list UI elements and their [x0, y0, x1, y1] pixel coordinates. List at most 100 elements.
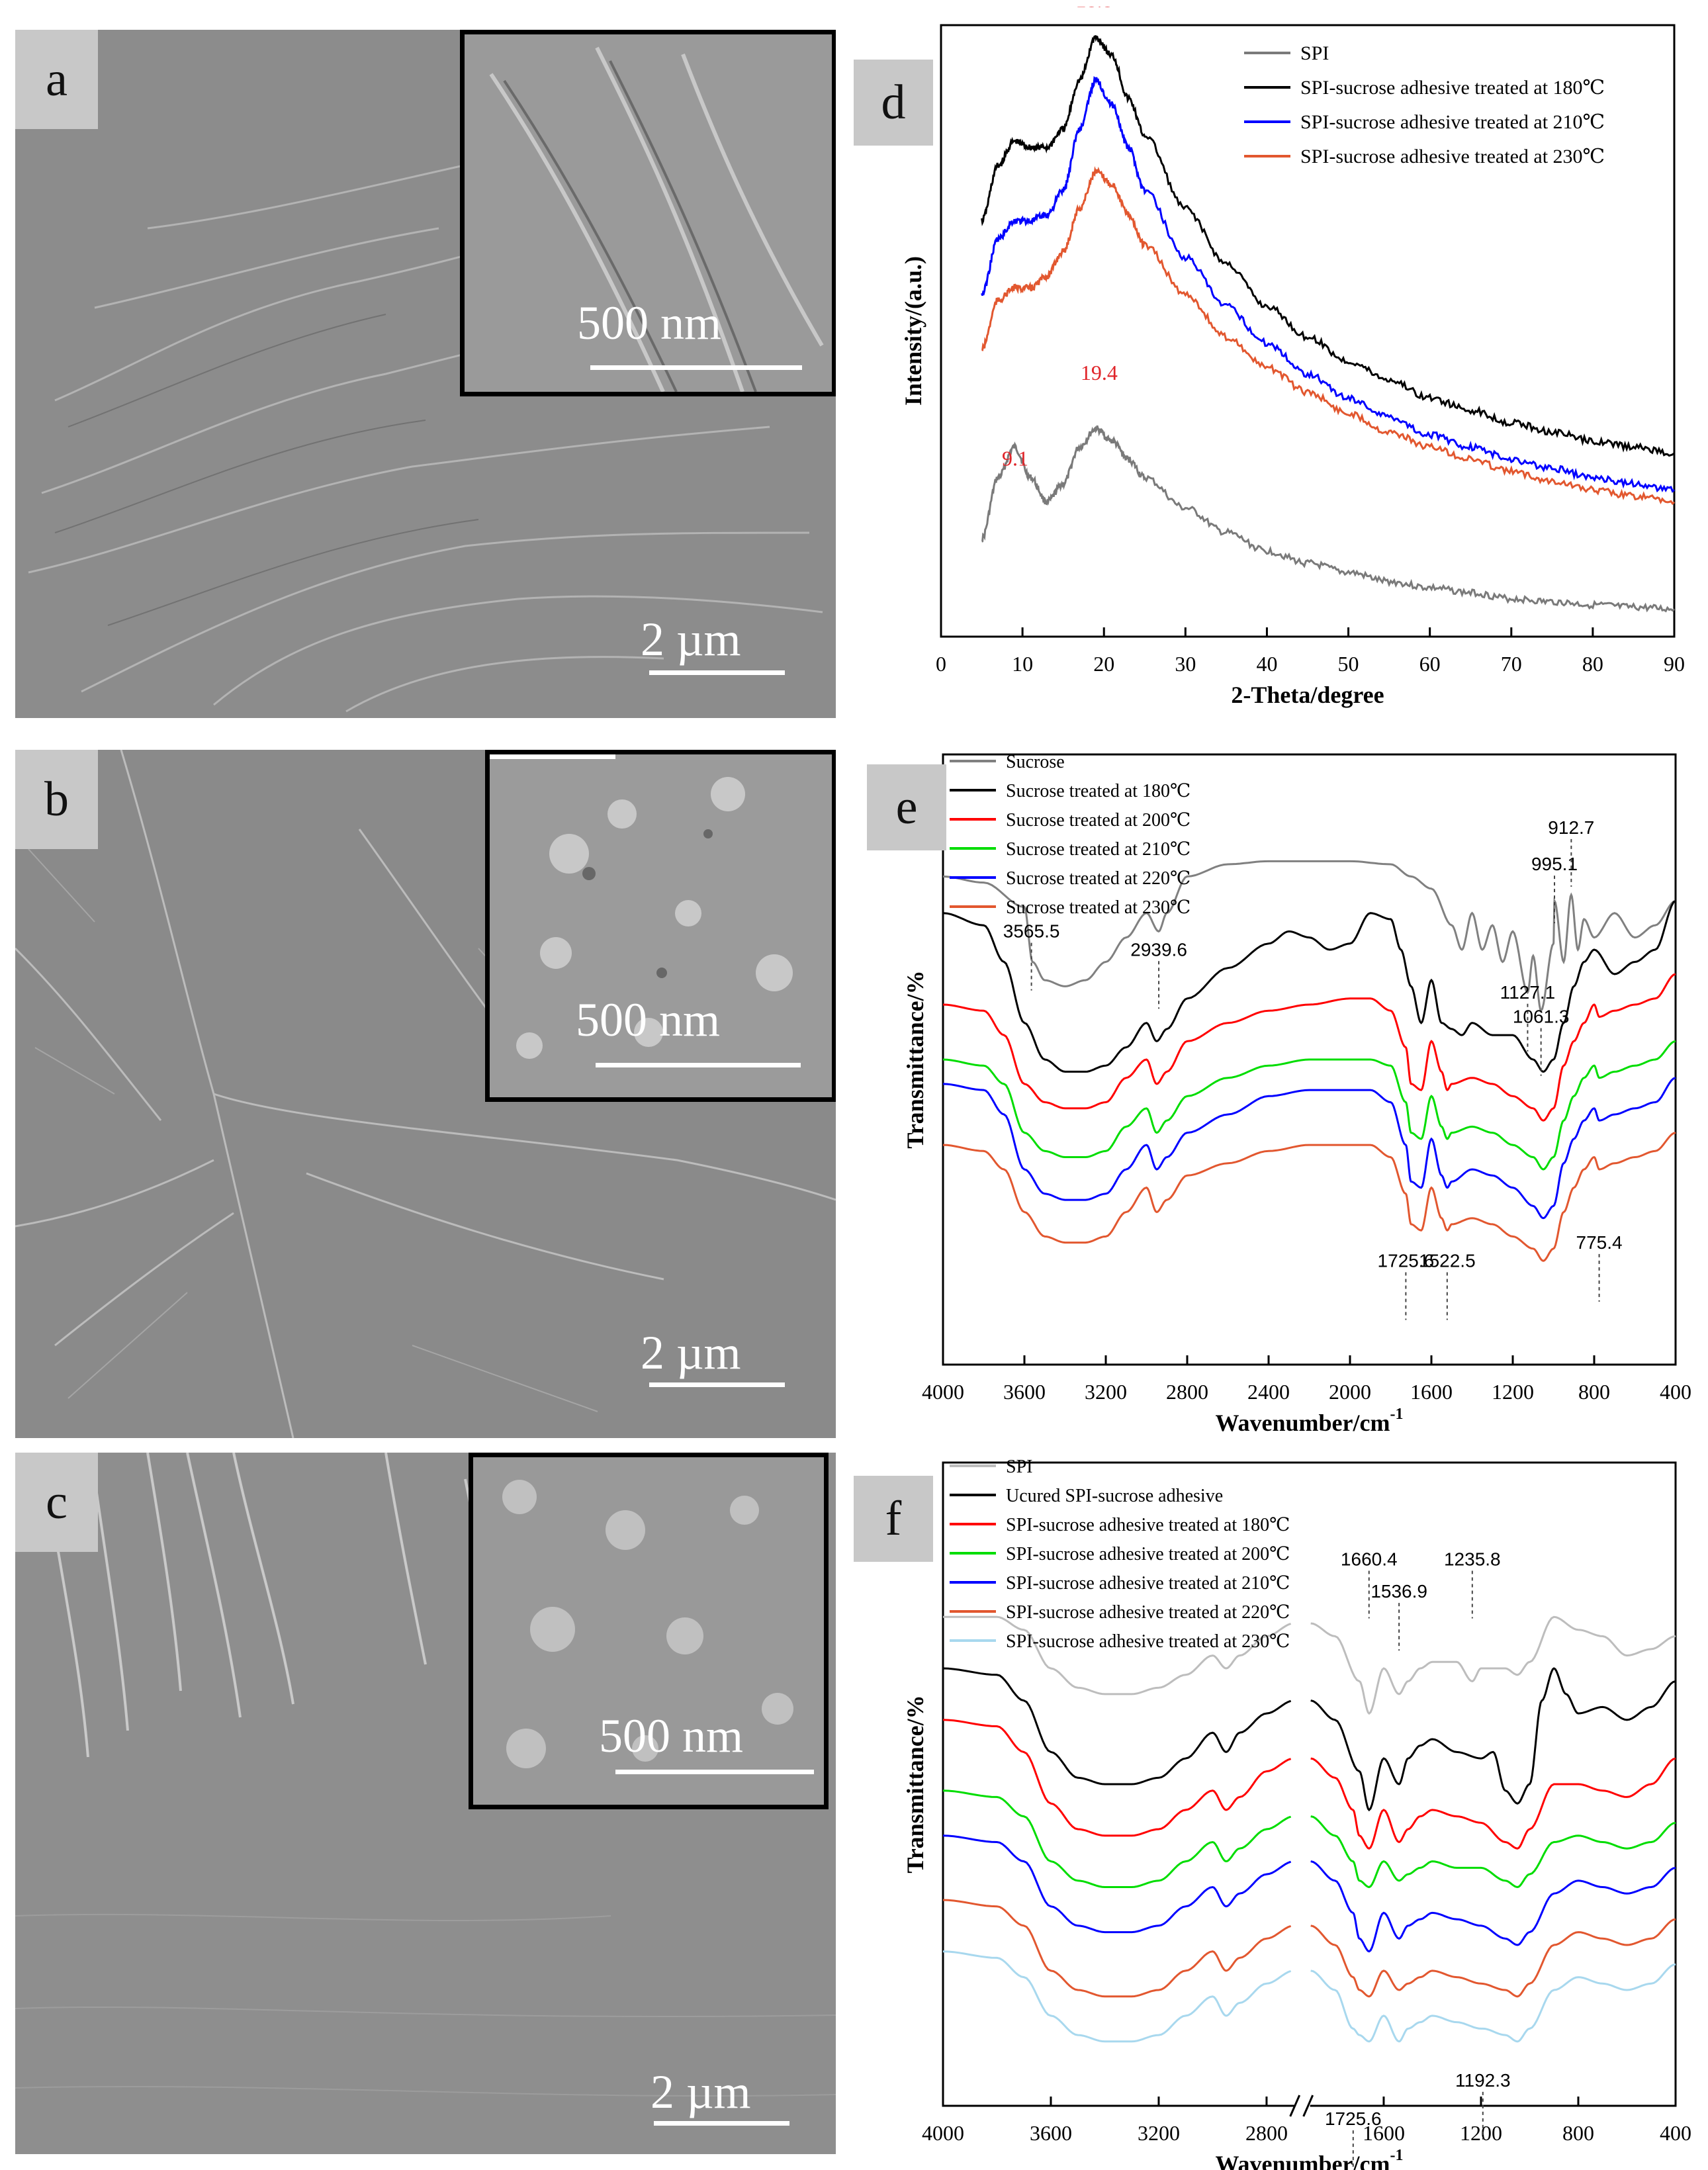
x-tick-label: 800 — [1578, 1380, 1610, 1404]
x-tick-label: 40 — [1256, 652, 1277, 676]
x-tick-label: 50 — [1338, 652, 1359, 676]
x-tick-label: 3600 — [1030, 2121, 1072, 2145]
peak-annotation-8: 1522.5 — [1419, 1250, 1476, 1271]
main-scale-bar-b — [649, 1382, 785, 1387]
panel-label-c: c — [15, 1453, 98, 1552]
inset-top-bar-b — [490, 754, 615, 759]
x-tick-label: 0 — [936, 652, 946, 676]
inset-scale-bar-b — [596, 1063, 801, 1067]
inset-scale-bar-c — [615, 1770, 814, 1774]
series-line-3 — [981, 75, 1675, 493]
peak-annotation-3: 9.1 — [1002, 446, 1028, 470]
peak-annotation-4: 1061.3 — [1513, 1007, 1570, 1027]
legend-entry-3: SPI-sucrose adhesive treated at 180℃ — [1006, 1515, 1290, 1535]
series-line-3 — [942, 1719, 1676, 1850]
legend-entry-2: Ucured SPI-sucrose adhesive — [1006, 1486, 1223, 1506]
x-tick-label: 1200 — [1492, 1380, 1534, 1404]
ftir-adhesive-chart: 4000 3600 3200 2800 1600 1200 800 400 Wavenumber… — [902, 1457, 1691, 2170]
legend-entry-2: Sucrose treated at 180℃ — [1006, 781, 1191, 801]
series-line-1 — [981, 425, 1675, 613]
peak-annotation-3: 1127.1 — [1500, 982, 1556, 1003]
panel-label-f: f — [854, 1476, 933, 1562]
x-tick-label: 800 — [1562, 2121, 1594, 2145]
x-tick-label: 90 — [1664, 652, 1685, 676]
x-tick-label: 1600 — [1363, 2121, 1405, 2145]
y-axis-label: Transmittance/% — [902, 970, 928, 1148]
chart-panel-e: 4000 3600 3200 2800 2400 2000 1600 1200 800 400 Wa… — [840, 735, 1701, 1456]
series-line-3 — [942, 973, 1676, 1122]
peak-annotation-2: 2939.6 — [1130, 939, 1187, 960]
peak-annotation-5: 1192.3 — [1455, 2070, 1511, 2091]
series-line-6 — [942, 1132, 1676, 1262]
x-tick-label: 400 — [1660, 2121, 1691, 2145]
series-line-2 — [942, 1667, 1676, 1812]
series-line-1 — [942, 860, 1676, 1013]
x-tick-label: 4000 — [922, 2121, 964, 2145]
panel-label-b: b — [15, 750, 98, 849]
x-tick-label: 400 — [1660, 1380, 1691, 1404]
x-tick-label: 20 — [1093, 652, 1114, 676]
x-tick-label: 70 — [1501, 652, 1522, 676]
x-tick-label: 2000 — [1329, 1380, 1371, 1404]
x-tick-label: 3200 — [1138, 2121, 1180, 2145]
series-line-4 — [942, 1789, 1676, 1889]
panel-label-e: e — [867, 764, 946, 850]
panel-label-d: d — [854, 60, 933, 146]
main-scale-bar-c — [654, 2121, 789, 2126]
legend-entry-4: SPI-sucrose adhesive treated at 230℃ — [1300, 146, 1605, 167]
x-tick-label: 2800 — [1245, 2121, 1288, 2145]
inset-scale-bar-a — [590, 365, 802, 370]
peak-annotation-2: 1536.9 — [1371, 1581, 1427, 1602]
axis-break-mark — [1302, 2095, 1314, 2117]
peak-annotation-2: 19.4 — [1081, 361, 1118, 384]
x-tick-label: 60 — [1419, 652, 1441, 676]
y-axis-label: Transmittance/% — [902, 1695, 928, 1873]
x-tick-label: 3600 — [1003, 1380, 1046, 1404]
chart-panel-d: 0 10 20 30 40 50 60 70 80 90 2-Theta/degree Intensi… — [840, 7, 1701, 735]
legend-entry-1: SPI — [1300, 42, 1329, 64]
series-line-2 — [942, 900, 1676, 1073]
series-line-5 — [942, 1834, 1676, 1953]
peak-annotation-1: 1660.4 — [1341, 1549, 1398, 1570]
x-axis-label: 2-Theta/degree — [1231, 682, 1384, 708]
x-tick-label: 1600 — [1410, 1380, 1453, 1404]
series-line-7 — [942, 1950, 1676, 2043]
series-line-4 — [981, 166, 1675, 506]
peak-annotation-9: 775.4 — [1576, 1232, 1623, 1253]
main-scale-label-a: 2 µm — [641, 613, 741, 666]
peak-annotation-1: 3565.5 — [1003, 921, 1060, 942]
xrd-chart: 0 10 20 30 40 50 60 70 80 90 2-Theta/degree Intensi… — [900, 7, 1685, 708]
legend-entry-1: Sucrose — [1006, 752, 1065, 772]
x-tick-label: 2400 — [1247, 1380, 1290, 1404]
legend-entry-2: SPI-sucrose adhesive treated at 180℃ — [1300, 77, 1605, 99]
peak-annotation-5: 995.1 — [1531, 854, 1578, 874]
main-scale-label-c: 2 µm — [651, 2065, 751, 2118]
sem-panel-c: c 500 nm 2 µm — [15, 1453, 836, 2154]
sem-inset-c: 500 nm — [469, 1453, 829, 1809]
x-axis-label: Wavenumber/cm-1 — [1216, 2147, 1404, 2170]
x-axis-label: Wavenumber/cm-1 — [1216, 1406, 1404, 1436]
x-tick-label: 4000 — [922, 1380, 964, 1404]
peak-annotation-7: 1725.6 — [1378, 1250, 1435, 1271]
peak-annotation-4: 1725.6 — [1325, 2108, 1382, 2129]
main-scale-label-b: 2 µm — [641, 1326, 741, 1379]
series-line-2 — [981, 35, 1675, 457]
sem-panel-b: b 500 nm 2 µm — [15, 750, 836, 1438]
ftir-sucrose-chart: 4000 3600 3200 2800 2400 2000 1600 1200 800 400 Wa… — [902, 752, 1691, 1436]
x-tick-label: 80 — [1582, 652, 1603, 676]
legend-entry-6: SPI-sucrose adhesive treated at 220℃ — [1006, 1602, 1290, 1623]
legend-entry-7: SPI-sucrose adhesive treated at 230℃ — [1006, 1631, 1290, 1652]
legend-entry-3: Sucrose treated at 200℃ — [1006, 810, 1191, 831]
x-tick-label: 3200 — [1085, 1380, 1127, 1404]
legend-entry-5: SPI-sucrose adhesive treated at 210℃ — [1006, 1573, 1290, 1594]
chart-panel-f: 4000 3600 3200 2800 1600 1200 800 400 Wavenumber… — [840, 1456, 1701, 2170]
legend-entry-4: Sucrose treated at 210℃ — [1006, 839, 1191, 860]
peak-annotation-6: 912.7 — [1548, 817, 1594, 838]
sem-inset-a: 500 nm — [460, 30, 836, 396]
y-axis-label: Intensity/(a.u.) — [900, 256, 926, 406]
legend-entry-1: SPI — [1006, 1457, 1032, 1477]
peak-annotation-3: 1235.8 — [1444, 1549, 1501, 1570]
inset-scale-label-b: 500 nm — [576, 993, 721, 1046]
x-tick-label: 10 — [1012, 652, 1033, 676]
peak-annotation-1: 18.8 — [1075, 7, 1112, 11]
